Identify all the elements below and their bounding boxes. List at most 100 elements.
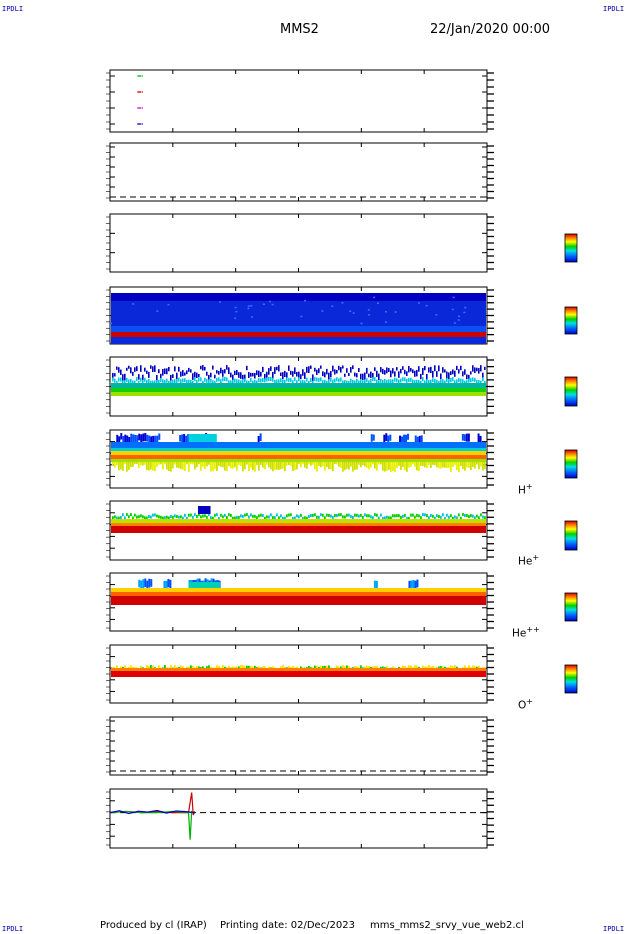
feepsi-speckle-cyan xyxy=(344,380,346,385)
feepsi-speckle-cyan xyxy=(252,380,254,385)
hpca-h-speckle xyxy=(274,462,276,470)
feepsi-speckle-cyan xyxy=(318,377,320,382)
feepsi-speckle-dark xyxy=(122,374,124,381)
feepsi-speckle-cyan xyxy=(408,378,410,383)
feepsi-speckle-cyan xyxy=(316,377,318,382)
feepsi-speckle-dark xyxy=(298,371,300,378)
feepsi-speckle-cyan xyxy=(218,377,220,382)
feepsi-speckle-dark xyxy=(420,373,422,380)
feepsi-speckle-dark xyxy=(190,369,192,373)
hpca-h-speckle xyxy=(258,462,260,471)
hpca-h-speckle xyxy=(160,462,162,465)
hpca-o-speckle xyxy=(148,666,150,670)
hpca-o-speckle xyxy=(282,665,284,669)
hpca-h-speckle xyxy=(242,462,244,472)
hpca-o-speckle xyxy=(258,666,260,670)
hpca-he-speckle xyxy=(254,514,256,518)
hpca-h-speckle xyxy=(304,462,306,468)
feepsi-speckle-cyan xyxy=(420,380,422,385)
feepse-speckle xyxy=(360,322,363,325)
feepse-speckle xyxy=(367,309,370,311)
hpca-h-speckle xyxy=(170,462,172,472)
hpca-h-patch xyxy=(128,436,131,446)
hpca-h-speckle xyxy=(328,462,330,470)
hpca-h-speckle xyxy=(346,462,348,469)
hpca-h-band-cyan xyxy=(111,448,486,451)
hpca-he-speckle xyxy=(280,514,282,518)
hpca-h-patch xyxy=(463,434,466,442)
hpca-h-speckle xyxy=(364,462,366,467)
hpca-h-speckle xyxy=(122,462,124,471)
feepsi-speckle-dark xyxy=(182,370,184,377)
hpca-o-speckle xyxy=(238,666,240,670)
hpca-he-speckle xyxy=(112,516,114,520)
hpca-o-speckle xyxy=(246,665,248,669)
feepsi-speckle-dark xyxy=(478,368,480,374)
hpca-h-speckle xyxy=(410,462,412,467)
feepsi-speckle-cyan xyxy=(402,377,404,382)
feepsi-speckle-cyan xyxy=(360,378,362,383)
hpca-o-band-orange xyxy=(111,668,486,671)
feepsi-speckle-dark xyxy=(434,365,436,372)
feepsi-speckle-dark xyxy=(352,365,354,370)
hpca-o-speckle xyxy=(354,666,356,670)
feepsi-speckle-cyan xyxy=(462,379,464,384)
hpca-h-speckle xyxy=(280,462,282,470)
feepsi-speckle-cyan xyxy=(308,380,310,385)
hpca-he-speckle xyxy=(176,515,178,519)
feepsi-speckle-cyan xyxy=(404,377,406,382)
feepsi-speckle-dark xyxy=(404,369,406,375)
feepsi-speckle-dark xyxy=(160,373,162,379)
feepsi-speckle-cyan xyxy=(234,378,236,383)
colorbar-hpca_h xyxy=(564,449,578,479)
feepsi-speckle-dark xyxy=(334,369,336,375)
hpca-he-speckle xyxy=(386,515,388,519)
hpca-he-speckle xyxy=(288,513,290,517)
feepse-speckle xyxy=(167,303,170,306)
page-title: MMS2 xyxy=(280,22,319,37)
hpca-o-speckle xyxy=(328,665,330,669)
hpca-he-speckle xyxy=(138,515,140,519)
hpca-h-patch xyxy=(416,436,419,444)
feepsi-speckle-dark xyxy=(140,365,142,372)
colorbar-hpca_o xyxy=(564,664,578,694)
feepsi-speckle-cyan xyxy=(306,377,308,382)
feepsi-speckle-dark xyxy=(224,369,226,374)
feepse-speckle xyxy=(463,311,466,314)
hpca-hepp-patch xyxy=(412,579,415,590)
hpca-h-speckle xyxy=(394,462,396,472)
colorbar-feepsi xyxy=(564,376,578,407)
hpca-o-speckle xyxy=(182,666,184,670)
feepsi-speckle-cyan xyxy=(280,378,282,383)
hpca-h-patch xyxy=(130,433,133,444)
hpca-he-speckle xyxy=(412,513,414,517)
hpca-h-speckle xyxy=(422,462,424,467)
hpca-h-patch xyxy=(414,435,417,445)
hpca-o-speckle xyxy=(244,666,246,670)
hpca-he-speckle xyxy=(156,514,158,518)
hpca-h-patch xyxy=(158,433,161,440)
feepsi-speckle-cyan xyxy=(290,377,292,382)
feepsi-speckle-cyan xyxy=(400,378,402,383)
hpca-h-speckle xyxy=(458,462,460,472)
feepsi-speckle-dark xyxy=(388,367,390,372)
feepsi-speckle-dark xyxy=(464,369,466,375)
hpca-o-speckle xyxy=(320,665,322,669)
hpca-h-speckle xyxy=(384,462,386,472)
hpca-he-speckle xyxy=(296,514,298,518)
species-symbol: H xyxy=(518,484,526,497)
feepse-speckle xyxy=(132,303,135,305)
hpca-he-speckle xyxy=(400,515,402,519)
hpca-o-speckle xyxy=(326,665,328,669)
hpca-h-speckle xyxy=(178,462,180,469)
hpca-he-speckle xyxy=(198,513,200,517)
feepsi-speckle-cyan xyxy=(382,380,384,385)
hpca-he-speckle xyxy=(146,516,148,520)
hpca-h-speckle xyxy=(374,462,376,469)
feepsi-speckle-dark xyxy=(200,365,202,370)
feepsi-speckle-cyan xyxy=(214,380,216,385)
hpca-he-speckle xyxy=(298,515,300,519)
feepsi-speckle-cyan xyxy=(348,380,350,385)
feepsi-speckle-cyan xyxy=(422,377,424,382)
feepsi-speckle-cyan xyxy=(250,377,252,382)
